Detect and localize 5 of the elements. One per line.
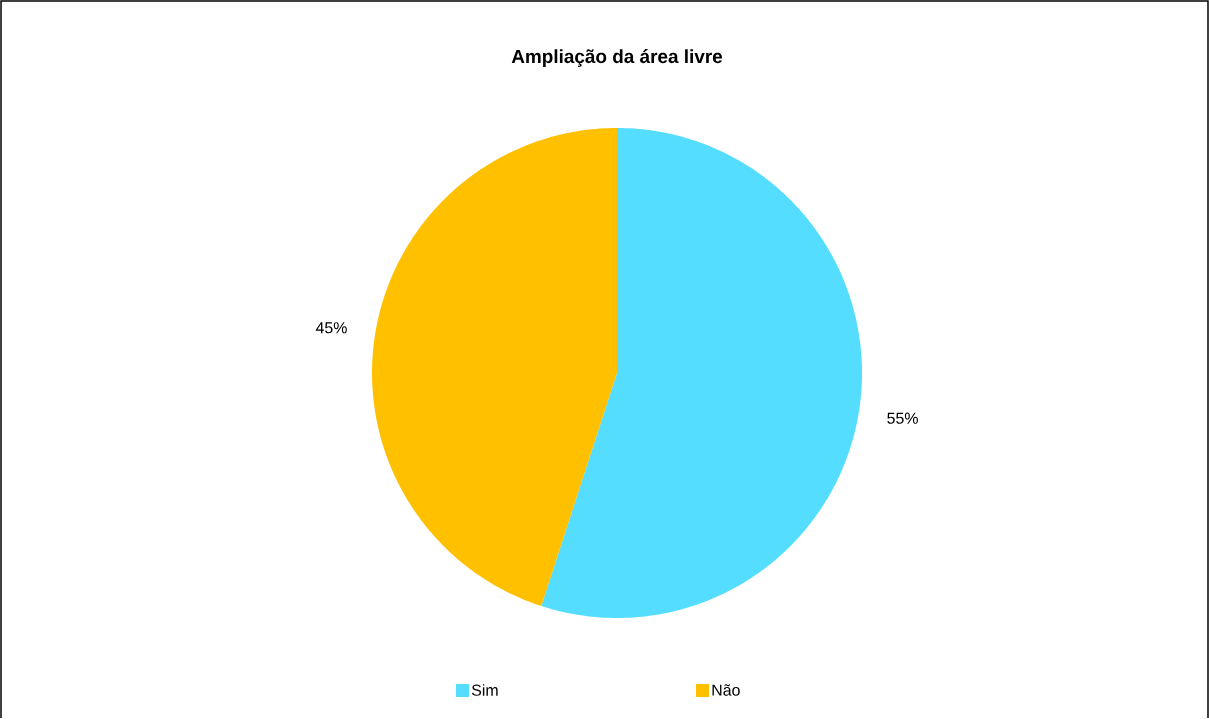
chart-title: Ampliação da área livre — [511, 49, 723, 68]
data-label: 55% — [887, 412, 918, 424]
data-label: 45% — [315, 322, 347, 334]
legend-label: Sim — [471, 684, 498, 696]
legend-label: Não — [712, 684, 740, 696]
